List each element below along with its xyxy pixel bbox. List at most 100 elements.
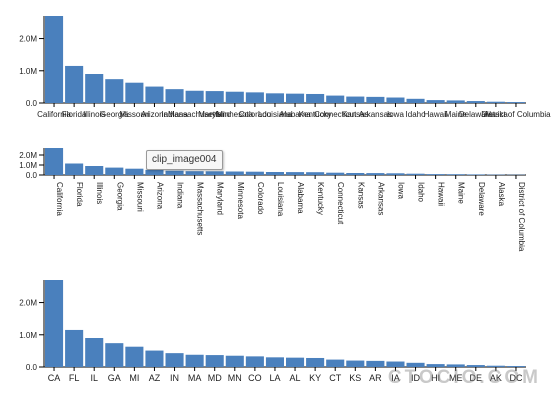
x-tick-label: Florida (62, 110, 87, 119)
bar-georgia (105, 167, 124, 175)
x-tick-label: Florida (75, 182, 84, 207)
bar-delaware (466, 174, 485, 175)
bar-illinois (85, 166, 104, 175)
image-tooltip: clip_image004 (146, 150, 223, 170)
x-tick-label: Hawaii (437, 182, 446, 206)
bar-kansas (346, 96, 365, 103)
bar-georgia (105, 79, 124, 103)
y-tick-label: 1.0M (19, 331, 37, 340)
bar-me (446, 364, 465, 367)
x-tick-label: MI (129, 373, 139, 383)
x-tick-label: Kansas (342, 110, 369, 119)
bar-minnesota (225, 91, 244, 103)
x-tick-label: Kentucky (316, 182, 325, 215)
x-tick-label: DC (509, 373, 522, 383)
x-tick-label: Delaware (477, 182, 486, 216)
x-tick-label: Alaska (484, 110, 509, 119)
y-tick-label: 2.0M (19, 299, 37, 308)
bar-iowa (386, 97, 405, 103)
x-tick-label: California (37, 110, 71, 119)
x-tick-label: Delaware (459, 110, 493, 119)
bar-mi (125, 346, 144, 367)
x-tick-label: Missouri (135, 182, 144, 212)
x-tick-label: Colorado (239, 110, 272, 119)
x-tick-label: MA (188, 373, 202, 383)
x-tick-label: ME (449, 373, 463, 383)
x-tick-label: Maine (445, 110, 467, 119)
x-tick-label: Maryland (216, 182, 225, 215)
watermark: CTOCIO.COM (387, 367, 541, 388)
y-tick-label: 0.0 (26, 171, 38, 180)
x-tick-label: AL (290, 373, 301, 383)
bar-ar (366, 360, 385, 367)
bar-maine (446, 100, 465, 103)
bar-fl (65, 329, 84, 367)
bar-ak (486, 365, 505, 367)
bar-connecticut (326, 95, 345, 103)
bar-idaho (406, 98, 425, 103)
bar-minnesota (225, 171, 244, 175)
x-tick-label: Alabama (279, 110, 311, 119)
x-tick-label: Indiana (161, 110, 188, 119)
bar-indiana (165, 170, 184, 175)
bar-hawaii (426, 100, 445, 103)
bar-iowa (386, 173, 405, 175)
x-tick-label: Idaho (406, 110, 427, 119)
x-tick-label: Arizona (141, 110, 169, 119)
bar-id (406, 362, 425, 367)
x-tick-label: Idaho (417, 182, 426, 203)
x-tick-label: Kentucky (299, 110, 332, 119)
x-tick-label: Iowa (396, 182, 405, 199)
bar-ia (386, 361, 405, 367)
x-tick-label: IL (90, 373, 98, 383)
bar-kentucky (306, 93, 325, 103)
y-tick-label: 1.0M (19, 161, 37, 170)
x-tick-label: Arkansas (359, 110, 392, 119)
bar-florida (65, 65, 84, 103)
bar-al (286, 357, 305, 367)
x-tick-label: Georgia (115, 182, 124, 211)
x-tick-label: District of Columbia (517, 182, 526, 252)
bar-colorado (245, 171, 264, 175)
x-tick-label: Maine (457, 182, 466, 204)
bar-california (45, 16, 64, 103)
x-tick-label: Connecticut (336, 182, 345, 225)
bar-california (45, 148, 64, 175)
chart-3: 0.0 1.0M 2.0M CA FL IL GA MI AZ IN MA MD MN CO LA AL KY C… (19, 280, 526, 383)
bar-in (165, 353, 184, 367)
x-tick-label: LA (269, 373, 280, 383)
x-tick-label: MN (228, 373, 242, 383)
bar-il (85, 338, 104, 367)
bar-connecticut (326, 172, 345, 175)
bar-missouri (125, 82, 144, 103)
x-tick-label: CA (48, 373, 61, 383)
x-tick-label: Arizona (155, 182, 164, 210)
x-tick-label: CT (329, 373, 341, 383)
x-tick-label: Kansas (356, 182, 365, 209)
y-tick-label: 0.0 (26, 99, 38, 108)
bar-indiana (165, 89, 184, 103)
bar-hi (426, 364, 445, 367)
x-tick-label: DE (470, 373, 483, 383)
x-tick-label: HI (431, 373, 440, 383)
x-tick-label: ID (411, 373, 421, 383)
bar-dc (506, 366, 525, 367)
x-tick-label: GA (108, 373, 121, 383)
y-tick-label: 0.0 (26, 363, 38, 372)
y-tick-label: 2.0M (19, 151, 37, 160)
bar-hawaii (426, 174, 445, 175)
chart-2: 0.01.0M2.0M California Florida Illinois Geor… (19, 148, 526, 252)
bar-colorado (245, 92, 264, 103)
bar-louisiana (265, 172, 284, 175)
bar-florida (65, 163, 84, 175)
x-tick-label: FL (69, 373, 80, 383)
bar-ct (326, 359, 345, 367)
bar-md (205, 355, 224, 367)
x-tick-label: AZ (149, 373, 161, 383)
x-tick-label: Louisiana (258, 110, 293, 119)
x-tick-label: KY (309, 373, 321, 383)
bar-co (245, 356, 264, 367)
bar-maryland (205, 171, 224, 175)
bar-arizona (145, 86, 164, 103)
